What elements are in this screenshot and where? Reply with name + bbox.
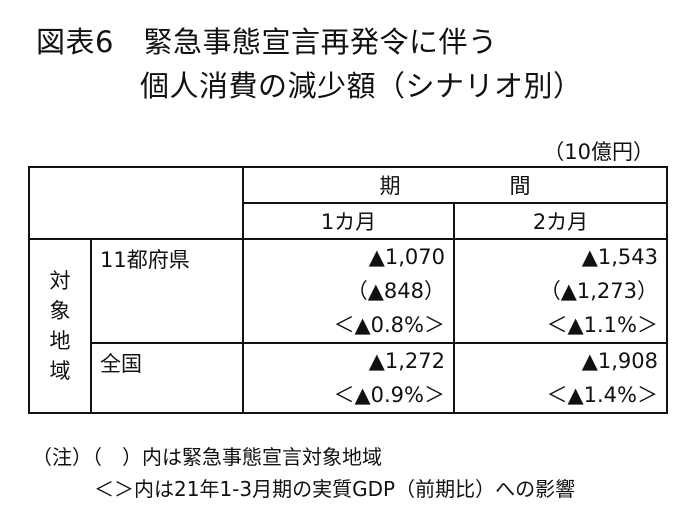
value: ▲1,070 [368, 245, 445, 269]
col-header-1-month: 1カ月 [242, 202, 455, 240]
value-cell: ▲1,543 （▲1,273） ＜▲1.1%＞ [453, 238, 668, 344]
region-name: 11都府県 [90, 238, 244, 344]
value-cell: ▲1,272 ＜▲0.9%＞ [242, 342, 455, 414]
value: ＜▲0.9%＞ [333, 383, 445, 407]
value: ＜▲1.1%＞ [546, 313, 658, 337]
title-line-2: 個人消費の減少額（シナリオ別） [140, 69, 583, 103]
value: ▲1,543 [581, 245, 658, 269]
target-label-char: 対 [49, 269, 71, 293]
consumption-decrease-table: 期 間 1カ月 2カ月 対 象 地 域 11都府県 ▲1,070 （▲848） … [28, 166, 668, 414]
target-label-char: 象 [49, 299, 71, 323]
value: ＜▲0.8%＞ [333, 313, 445, 337]
col-header-2-month: 2カ月 [453, 202, 668, 240]
title-line-1: 図表6 緊急事態宣言再発令に伴う [36, 25, 498, 59]
footnotes: （注）（ ）内は緊急事態宣言対象地域 ＜＞内は21年1-3月期の実質GDP（前期… [32, 441, 575, 505]
corner-cell [28, 166, 244, 240]
region-name: 全国 [90, 342, 244, 414]
header-row-period: 期 間 [28, 166, 668, 240]
value: ▲1,908 [581, 349, 658, 373]
table-row: 対 象 地 域 11都府県 ▲1,070 （▲848） ＜▲0.8%＞ ▲1,5… [28, 238, 668, 414]
period-header: 期 間 [242, 166, 668, 204]
target-region-label: 対 象 地 域 [28, 238, 92, 414]
value: （▲848） [346, 279, 445, 303]
page-title: 図表6 緊急事態宣言再発令に伴う 個人消費の減少額（シナリオ別） [36, 20, 583, 108]
value-cell: ▲1,908 ＜▲1.4%＞ [453, 342, 668, 414]
target-label-char: 域 [49, 359, 71, 383]
unit-label: （10億円） [543, 140, 654, 164]
table-row: 全国 ▲1,272 ＜▲0.9%＞ ▲1,908 ＜▲1.4%＞ [29, 342, 668, 414]
header-row-months: 1カ月 2カ月 [29, 202, 668, 240]
target-label-char: 地 [49, 329, 71, 353]
value: ＜▲1.4%＞ [546, 383, 658, 407]
footnote-line-2: ＜＞内は21年1-3月期の実質GDP（前期比）への影響 [94, 477, 576, 501]
footnote-line-1: （注）（ ）内は緊急事態宣言対象地域 [32, 445, 382, 469]
value: ▲1,272 [368, 349, 445, 373]
value: （▲1,273） [539, 279, 658, 303]
value-cell: ▲1,070 （▲848） ＜▲0.8%＞ [242, 238, 455, 344]
